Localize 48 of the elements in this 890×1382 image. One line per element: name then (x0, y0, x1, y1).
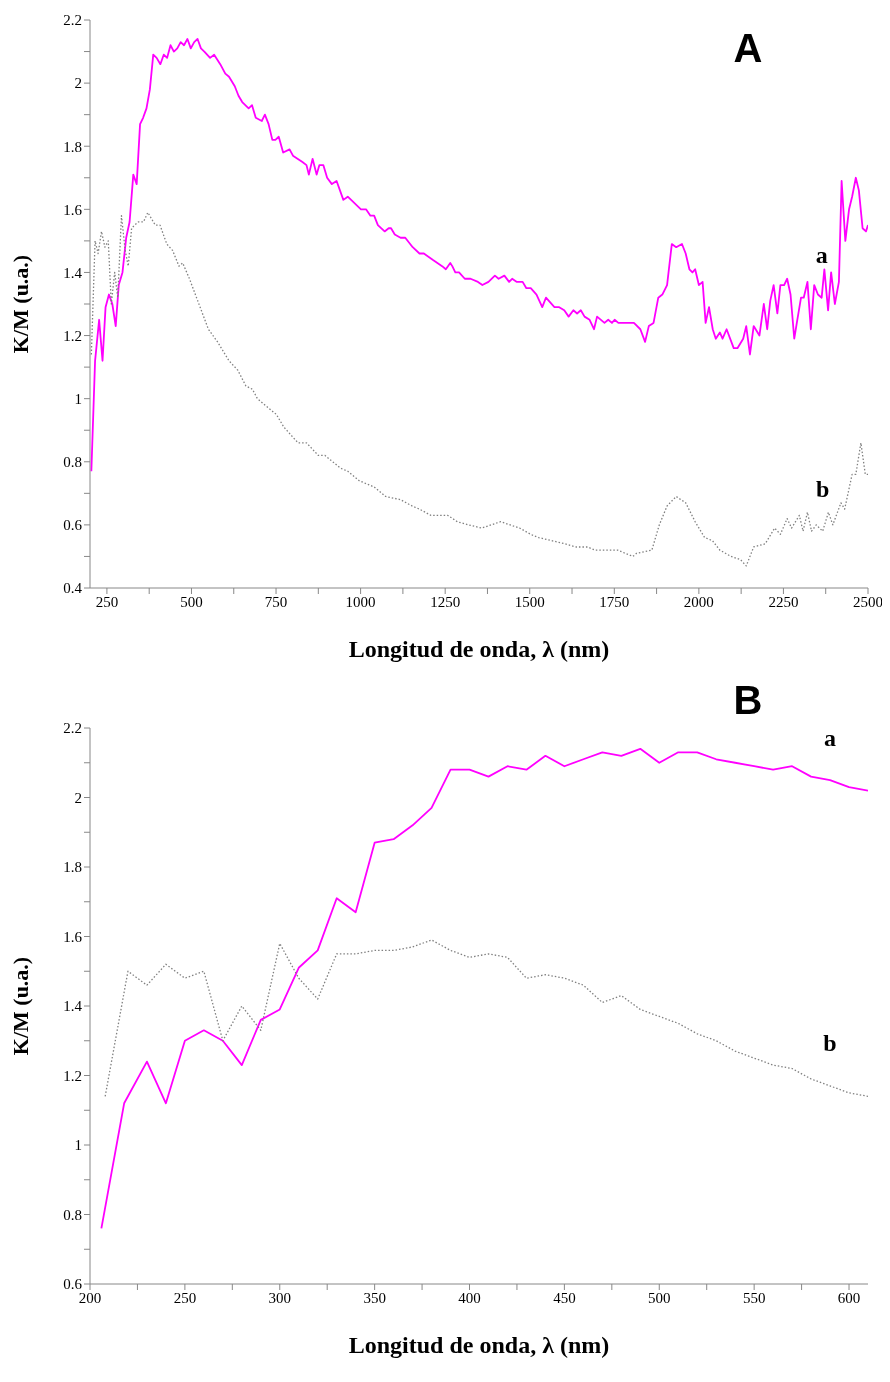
y-tick-label: 2.2 (63, 12, 82, 29)
y-tick-label: 1.4 (63, 264, 83, 281)
y-tick-label: 1.6 (63, 928, 83, 945)
y-tick-label: 1 (74, 390, 82, 407)
series-label: a (824, 724, 837, 751)
x-tick-label: 300 (268, 1289, 292, 1306)
line-series (100, 747, 868, 1230)
x-tick-label: 1250 (430, 593, 461, 610)
y-tick-label: 2.2 (63, 720, 82, 737)
y-tick-label: 2 (74, 75, 82, 92)
line-series (104, 939, 868, 1097)
x-tick-label: 250 (173, 1289, 197, 1306)
series-label: b (823, 1030, 837, 1057)
x-tick-label: 750 (264, 593, 288, 610)
x-tick-label: 1500 (514, 593, 545, 610)
y-tick-label: 0.8 (63, 454, 82, 471)
x-tick-label: 350 (363, 1289, 386, 1306)
y-tick-label: 0.8 (63, 1206, 82, 1223)
x-tick-label: 400 (458, 1289, 481, 1306)
chart-title: B (732, 678, 764, 723)
x-tick-label: 500 (648, 1289, 671, 1306)
y-tick-label: 1.8 (63, 138, 82, 155)
x-tick-label: 250 (95, 593, 119, 610)
y-axis-title: K/M (u.a.) (7, 956, 33, 1056)
x-axis-title: Longitud de onda, λ (nm) (348, 636, 610, 663)
x-tick-label: 500 (180, 593, 203, 610)
x-tick-label: 1000 (345, 593, 376, 610)
y-tick-label: 0.6 (63, 517, 83, 534)
x-tick-label: 600 (837, 1289, 861, 1306)
series-label: a (815, 242, 828, 269)
y-tick-label: 2 (74, 789, 82, 806)
x-tick-label: 2250 (768, 593, 799, 610)
x-tick-label: 450 (553, 1289, 576, 1306)
x-tick-label: 550 (742, 1289, 766, 1306)
x-tick-label: 2500 (853, 593, 883, 610)
y-tick-label: 1 (74, 1137, 82, 1154)
x-tick-label: 1750 (599, 593, 630, 610)
y-tick-label: 1.2 (63, 1067, 82, 1084)
y-tick-label: 1.4 (63, 998, 83, 1015)
series-label: b (815, 475, 830, 502)
y-tick-label: 1.6 (63, 201, 83, 218)
y-tick-label: 1.2 (63, 327, 82, 344)
y-axis-title: K/M (u.a.) (7, 254, 33, 354)
x-axis-title: Longitud de onda, λ (nm) (348, 1332, 610, 1359)
chart-title: A (732, 26, 764, 71)
y-tick-label: 1.8 (63, 859, 82, 876)
x-tick-label: 2000 (683, 593, 714, 610)
y-tick-label: 0.4 (63, 580, 83, 597)
